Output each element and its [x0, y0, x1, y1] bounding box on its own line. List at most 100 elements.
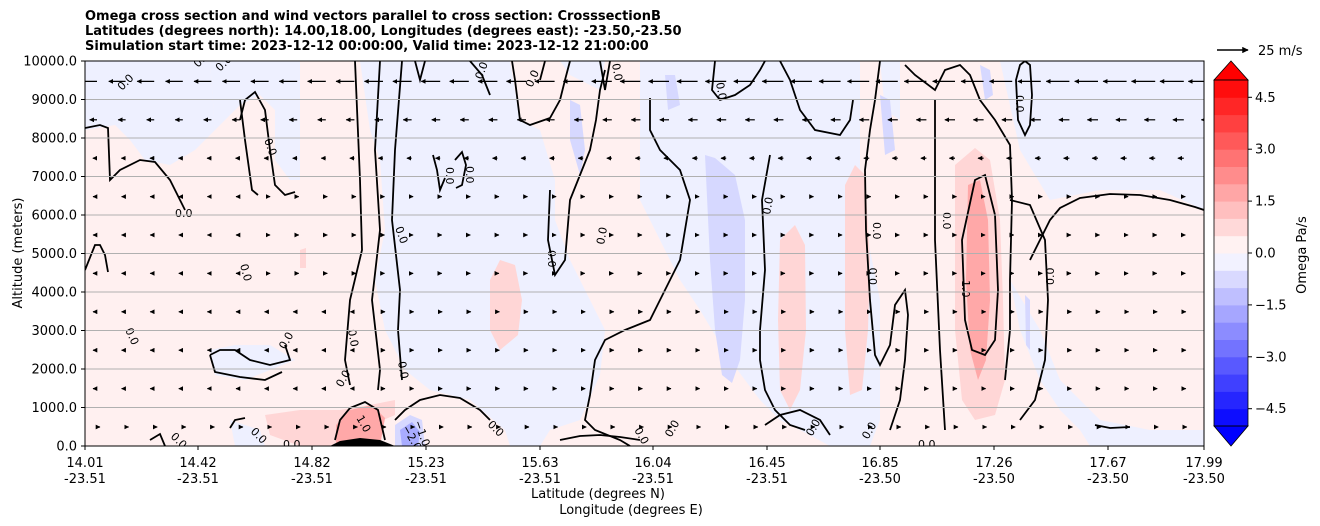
x-tick-lon-label: -23.51 [64, 472, 106, 487]
contour-label: 0.0 [261, 137, 279, 158]
contour-line [391, 61, 403, 381]
contour-label: 0.0 [283, 438, 301, 451]
y-tick-label: 5000.0 [32, 247, 78, 262]
contour-label: 0.0 [940, 212, 953, 230]
contour-line [711, 61, 766, 102]
neg-region [85, 61, 215, 165]
contour-line [209, 354, 283, 381]
x-tick-lat-label: 17.67 [1089, 456, 1126, 471]
x-tick-lon-label: -23.51 [632, 472, 674, 487]
x-axis-ticks: 14.01-23.5114.42-23.5114.82-23.5115.23-2… [64, 446, 1225, 487]
colorbar-band [1214, 339, 1248, 358]
x-tick-lat-label: 14.01 [66, 456, 103, 471]
contour-label: 0.0 [545, 250, 558, 268]
x-tick-lat-label: 15.63 [521, 456, 558, 471]
colorbar-tick-label: −3.0 [1255, 350, 1287, 365]
x-tick-lon-label: -23.51 [177, 472, 219, 487]
x-tick-lon-label: -23.51 [746, 472, 788, 487]
x-axis-label-longitude: Longitude (degrees E) [559, 503, 703, 518]
contour-line [584, 98, 691, 446]
chart-title: Omega cross section and wind vectors par… [85, 9, 682, 54]
contour-label: 0.0 [473, 60, 491, 81]
title-line-3: Simulation start time: 2023-12-12 00:00:… [85, 39, 649, 54]
y-tick-label: 7000.0 [32, 170, 78, 185]
contour-line [149, 432, 166, 446]
neg-region [1010, 280, 1204, 446]
contour-line [469, 61, 491, 96]
colorbar-tick-label: −1.5 [1255, 298, 1287, 313]
neg-region [1000, 61, 1204, 210]
x-tick-lon-label: -23.50 [859, 472, 901, 487]
colorbar-band [1214, 253, 1248, 271]
contour-label: 0.0 [191, 49, 213, 71]
neg-region [705, 155, 745, 383]
title-line-1: Omega cross section and wind vectors par… [85, 9, 661, 24]
contour-label: 0.0 [237, 262, 254, 282]
contour-label: 0.0 [1044, 268, 1057, 286]
title-line-2: Latitudes (degrees north): 14.00,18.00, … [85, 24, 682, 39]
y-tick-label: 2000.0 [32, 363, 78, 378]
neg-region [980, 65, 993, 100]
y-axis-label: Altitude (meters) [11, 198, 26, 309]
contour-line [414, 61, 426, 84]
neg-region [880, 95, 895, 155]
contour-label: 0.0 [870, 222, 883, 240]
x-tick-lat-label: 15.23 [407, 456, 444, 471]
contour-label: 0.0 [345, 328, 361, 347]
colorbar-max-extension [1213, 60, 1249, 81]
contour-line [371, 61, 381, 391]
horizontal-gridlines [85, 99, 1204, 408]
y-tick-label: 8000.0 [32, 132, 78, 147]
colorbar-tick-label: 0.0 [1255, 247, 1276, 262]
colorbar-band [1214, 235, 1248, 254]
neg-region [210, 345, 295, 380]
colorbar-band [1214, 114, 1248, 133]
colorbar-band [1214, 183, 1248, 202]
colorbar-band [1214, 218, 1248, 237]
contour-line [1015, 61, 1033, 138]
colorbar-band [1214, 166, 1248, 185]
y-tick-label: 9000.0 [32, 93, 78, 108]
contour-line [764, 409, 831, 436]
pos-region [336, 405, 385, 446]
x-tick-lat-label: 14.82 [293, 456, 330, 471]
x-tick-lon-label: -23.50 [1183, 472, 1225, 487]
pos-region [845, 165, 870, 395]
neg-region [210, 61, 300, 180]
colorbar-band [1214, 287, 1248, 306]
contour-label: 0.0 [867, 268, 880, 286]
y-tick-label: 10000.0 [23, 55, 77, 70]
x-tick-lat-label: 14.42 [179, 456, 216, 471]
contour-line [85, 124, 186, 211]
wind-vector-field [85, 79, 1204, 430]
x-tick-lat-label: 17.99 [1185, 456, 1222, 471]
contour-label: 0.0 [463, 166, 476, 184]
colorbar-band [1214, 149, 1248, 167]
colorbar-ticks: 4.5 3.0 1.5 0.0 −1.5 −3.0 −4.5 [1248, 91, 1287, 417]
colorbar-band [1214, 356, 1248, 375]
x-tick-lon-label: -23.51 [405, 472, 447, 487]
x-tick-lat-label: 16.85 [861, 456, 898, 471]
contour-label: 0.0 [392, 225, 410, 246]
contour-line [1029, 193, 1204, 261]
colorbar-band [1214, 80, 1248, 98]
y-tick-label: 6000.0 [32, 209, 78, 224]
contour-line [239, 90, 296, 197]
x-tick-lat-label: 17.26 [975, 456, 1012, 471]
quiver-key: 25 m/s [1217, 44, 1303, 59]
contour-label: 0.0 [760, 196, 776, 215]
contour-line [934, 100, 946, 431]
colorbar-tick-label: 3.0 [1255, 143, 1276, 158]
x-tick-lon-label: -23.50 [1087, 472, 1129, 487]
terrain [330, 438, 395, 446]
y-tick-label: 3000.0 [32, 324, 78, 339]
neg-region [665, 75, 680, 110]
x-tick-lat-label: 16.04 [634, 456, 671, 471]
contour-line [454, 150, 467, 189]
contour-line [779, 61, 854, 137]
colorbar-band [1214, 391, 1248, 410]
x-axis-label-latitude: Latitude (degrees N) [531, 487, 665, 502]
x-tick-lat-label: 16.45 [748, 456, 785, 471]
contour-line [961, 173, 999, 357]
